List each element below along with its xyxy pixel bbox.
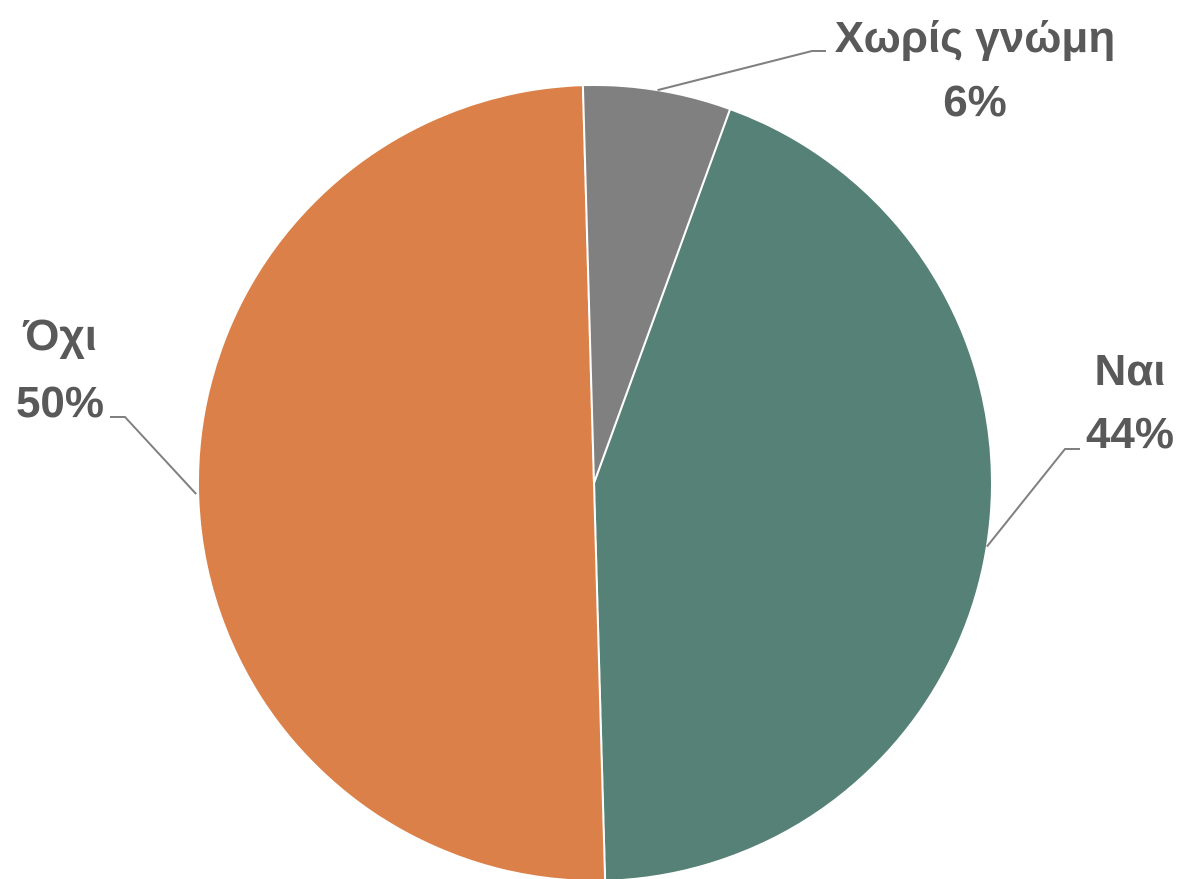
slice-percent-label: 50%: [16, 378, 104, 427]
leader-line-2: [110, 416, 197, 495]
leader-lines: [110, 50, 1080, 548]
pie-slices: [196, 84, 993, 879]
leader-line-1: [986, 448, 1080, 548]
data-labels: Ναι 44% Όχι 50% Χωρίς γνώμη 6%: [16, 13, 1174, 458]
slice-percent-label: 44%: [1086, 409, 1174, 458]
slice-percent-label: 6%: [943, 77, 1007, 126]
leader-line-3: [657, 50, 826, 92]
pie-slice-1: [592, 107, 993, 879]
pie-slice-2: [196, 84, 607, 879]
slice-category-label: Όχι: [22, 311, 97, 360]
slice-category-label: Χωρίς γνώμη: [835, 13, 1115, 62]
slice-category-label: Ναι: [1094, 346, 1165, 395]
